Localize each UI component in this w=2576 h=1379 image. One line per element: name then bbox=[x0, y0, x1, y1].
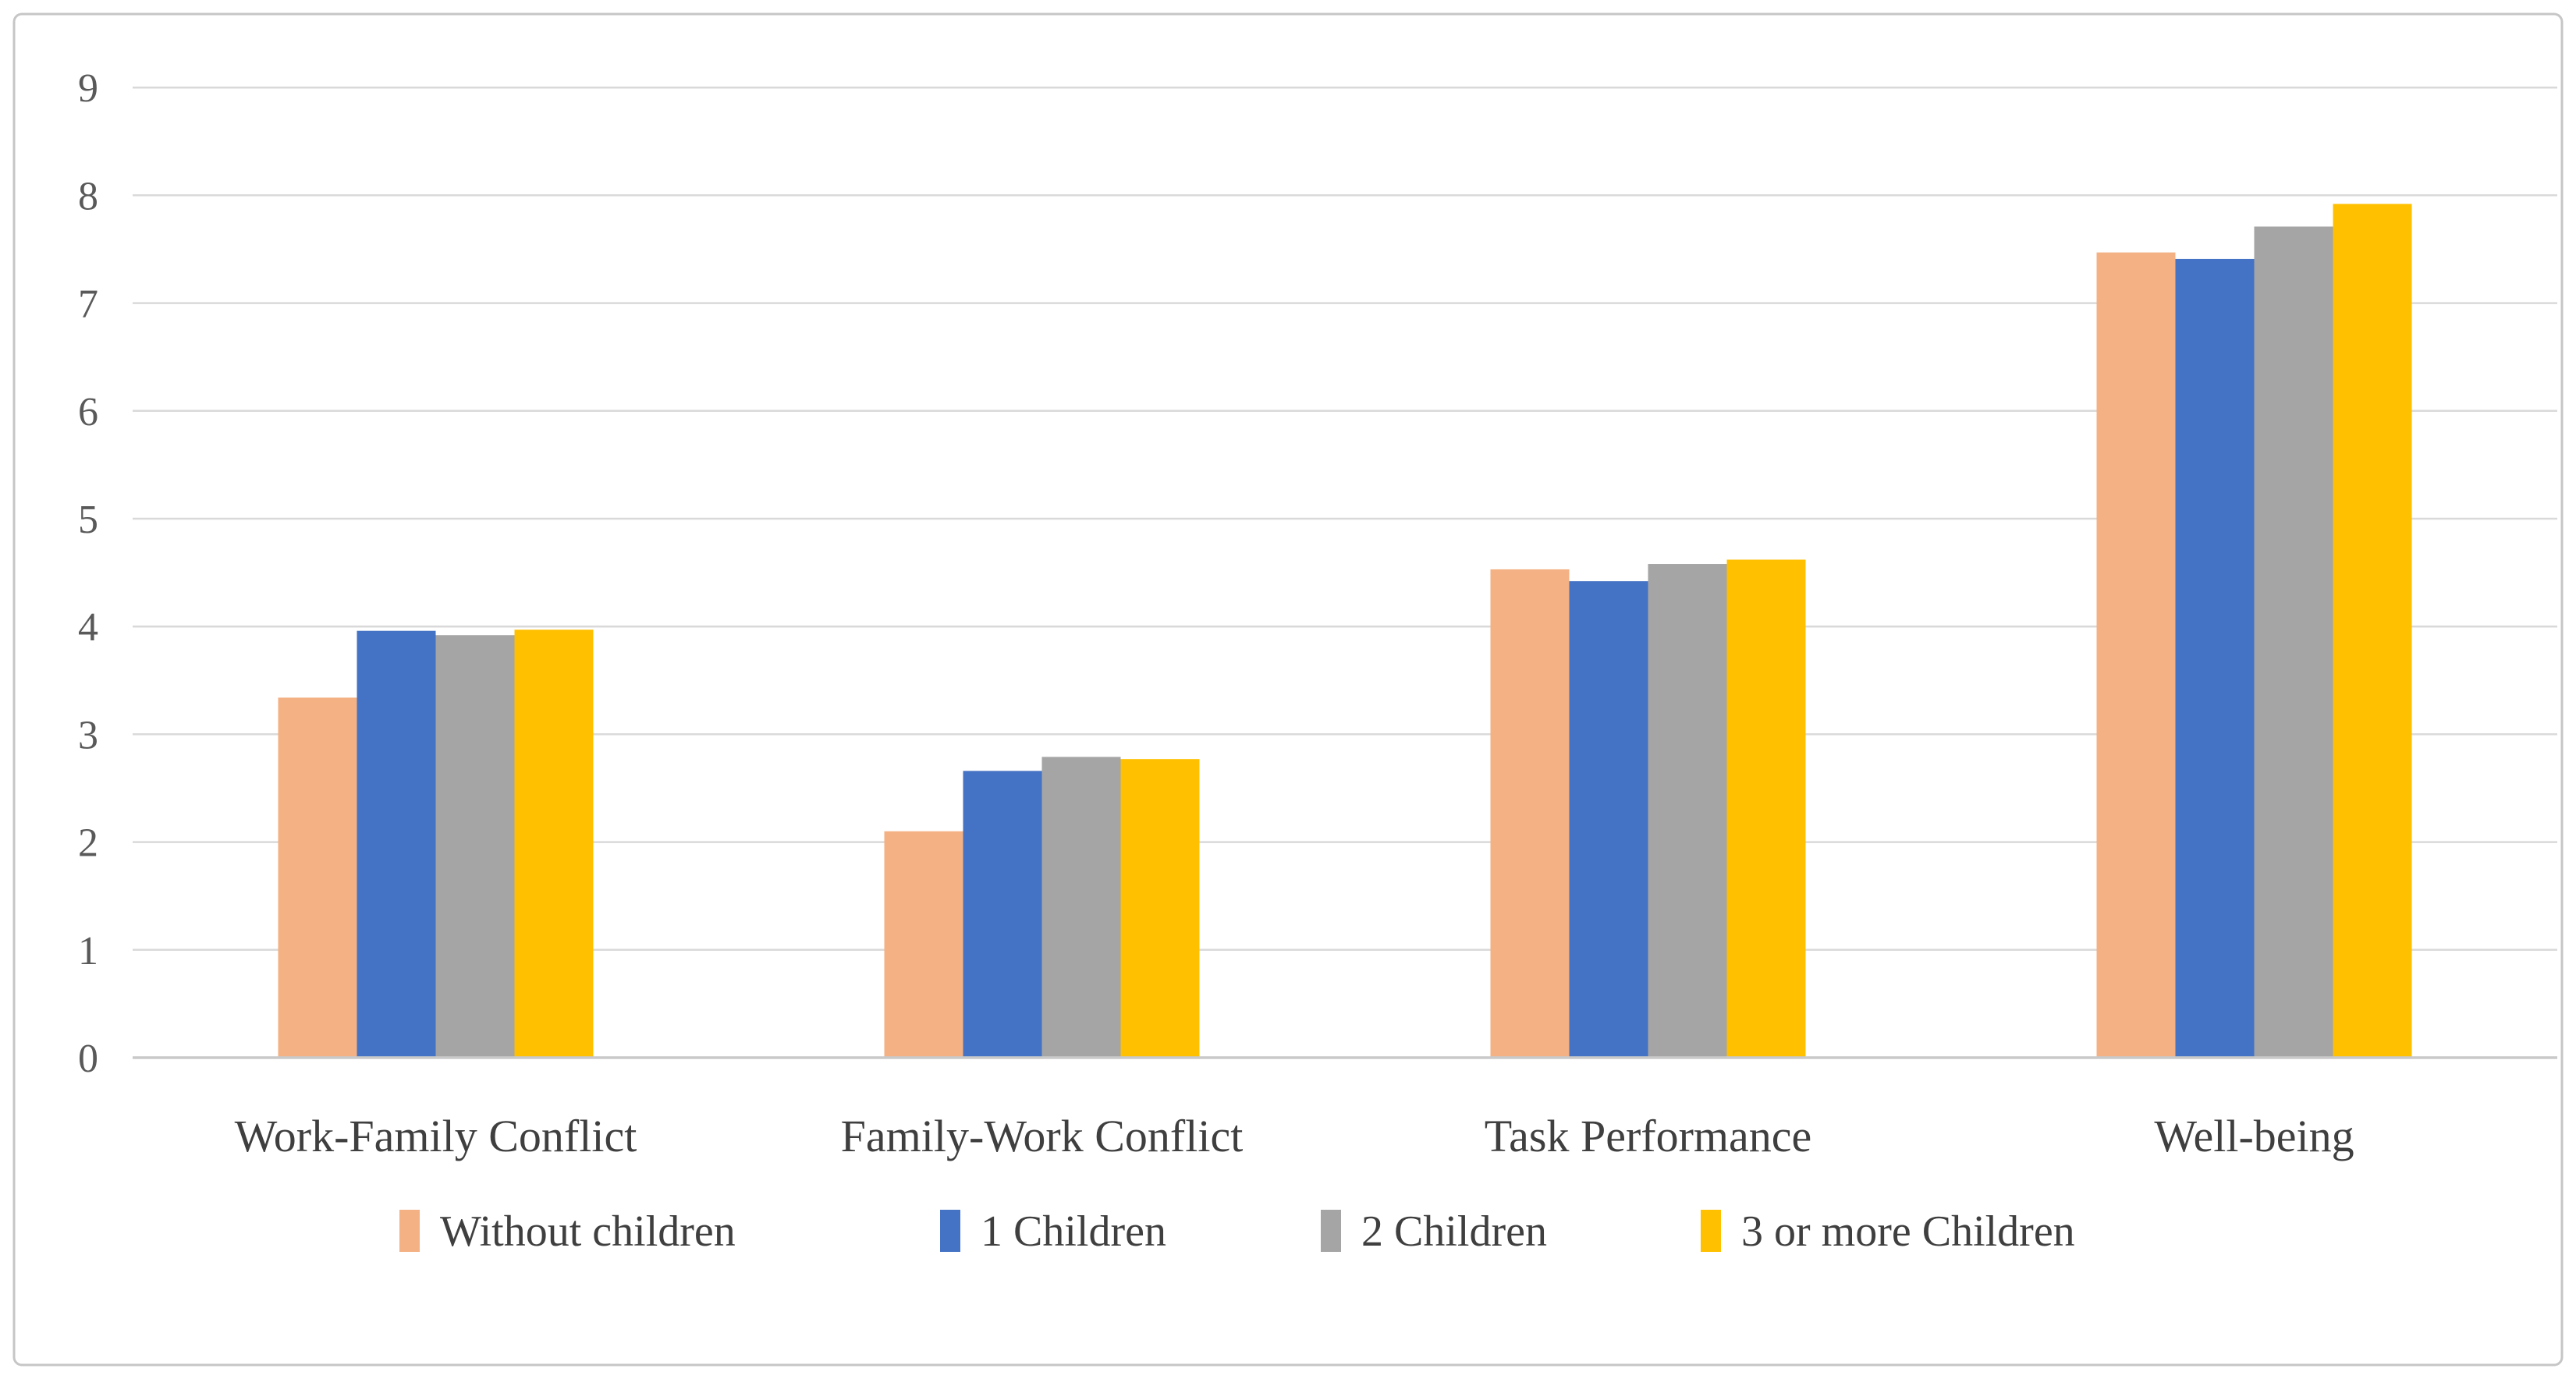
bar-1-children-family-work-conflict bbox=[963, 771, 1042, 1057]
bar-2-children-well-being bbox=[2254, 226, 2333, 1057]
bar-1-children-work-family-conflict bbox=[357, 630, 436, 1057]
bar-without-children-well-being bbox=[2096, 252, 2176, 1057]
bar-3-or-more-children-task-performance bbox=[1726, 559, 1806, 1057]
category-label: Family-Work Conflict bbox=[841, 1111, 1244, 1161]
bar-2-children-work-family-conflict bbox=[435, 635, 515, 1057]
legend-swatch-1-children bbox=[940, 1210, 960, 1252]
legend-label-without-children: Without children bbox=[440, 1207, 736, 1256]
category-label: Well-being bbox=[2154, 1111, 2354, 1161]
y-tick-label: 8 bbox=[78, 174, 98, 218]
legend-swatch-2-children bbox=[1321, 1210, 1341, 1252]
bar-without-children-work-family-conflict bbox=[278, 697, 357, 1057]
y-tick-label: 0 bbox=[78, 1037, 98, 1081]
bar-2-children-family-work-conflict bbox=[1041, 757, 1121, 1057]
bar-3-or-more-children-work-family-conflict bbox=[514, 629, 594, 1057]
y-tick-label: 4 bbox=[78, 605, 98, 650]
legend-label-3-or-more-children: 3 or more Children bbox=[1741, 1207, 2075, 1256]
y-tick-label: 1 bbox=[78, 929, 98, 973]
y-tick-label: 3 bbox=[78, 713, 98, 757]
bar-1-children-well-being bbox=[2175, 258, 2255, 1057]
bar-2-children-task-performance bbox=[1648, 564, 1727, 1057]
legend-swatch-without-children bbox=[399, 1210, 420, 1252]
y-tick-label: 2 bbox=[78, 821, 98, 866]
legend-label-2-children: 2 Children bbox=[1361, 1207, 1547, 1256]
category-label: Work-Family Conflict bbox=[235, 1111, 637, 1161]
bar-without-children-family-work-conflict bbox=[884, 831, 963, 1057]
y-tick-label: 5 bbox=[78, 498, 98, 542]
y-tick-label: 6 bbox=[78, 390, 98, 434]
bar-3-or-more-children-family-work-conflict bbox=[1120, 759, 1200, 1057]
legend-label-1-children: 1 Children bbox=[981, 1207, 1166, 1256]
y-tick-label: 7 bbox=[78, 282, 98, 327]
bar-1-children-task-performance bbox=[1569, 581, 1648, 1057]
category-label: Task Performance bbox=[1485, 1111, 1811, 1161]
legend-swatch-3-or-more-children bbox=[1701, 1210, 1721, 1252]
y-tick-label: 9 bbox=[78, 66, 98, 111]
bar-without-children-task-performance bbox=[1490, 569, 1570, 1057]
bar-3-or-more-children-well-being bbox=[2333, 204, 2412, 1057]
chart-border bbox=[12, 12, 2564, 1367]
